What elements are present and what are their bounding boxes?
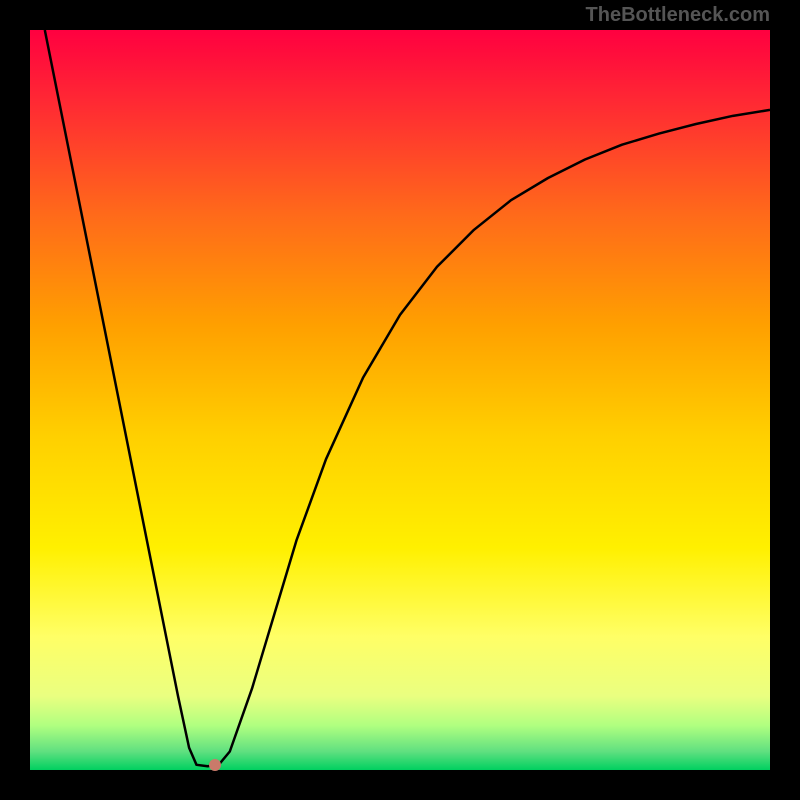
gradient-background bbox=[30, 30, 770, 770]
chart-svg bbox=[30, 30, 770, 770]
current-config-marker bbox=[209, 759, 221, 771]
plot-area bbox=[30, 30, 770, 770]
watermark-text: TheBottleneck.com bbox=[586, 4, 770, 27]
